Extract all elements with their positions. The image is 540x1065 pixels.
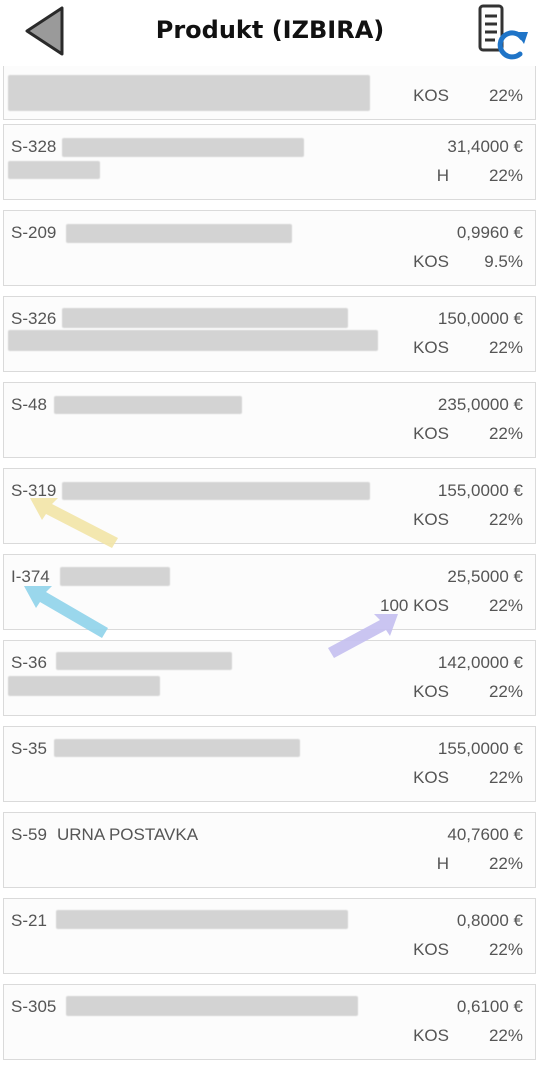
product-row[interactable]: S-59 URNA POSTAVKA 40,7600 € H 22% [3,812,536,888]
product-unit: KOS [413,424,449,443]
product-unit: KOS [413,338,449,357]
product-row[interactable]: S-36 142,0000 € KOS 22% [3,640,536,716]
product-row[interactable]: I-374 25,5000 € 100 KOS 22% [3,554,536,630]
product-vat: 22% [488,854,523,873]
back-triangle-icon[interactable] [22,4,68,58]
redacted-name [8,676,160,696]
product-price: 31,4000 € [447,137,523,156]
redacted-name [60,567,170,586]
product-vat: 22% [488,1026,523,1045]
redacted-name [56,652,232,670]
product-code: S-319 [11,481,57,500]
product-unit: KOS [413,1026,449,1045]
product-row[interactable]: S-319 155,0000 € KOS 22% [3,468,536,544]
product-row[interactable]: S-35 155,0000 € KOS 22% [3,726,536,802]
redacted-name [8,161,100,179]
product-code: S-209 [11,223,57,242]
product-price: 155,0000 € [437,739,523,758]
product-vat: 22% [488,166,523,185]
redacted-name [8,75,370,111]
product-code: S-326 [11,309,57,328]
product-unit: H [436,166,449,185]
product-row[interactable]: S-326 150,0000 € KOS 22% [3,296,536,372]
redacted-name [8,330,378,351]
product-code: S-305 [11,997,57,1016]
product-vat: 22% [488,86,523,105]
product-price: 25,5000 € [447,567,523,586]
product-row[interactable]: S-21 0,8000 € KOS 22% [3,898,536,974]
product-vat: 22% [488,510,523,529]
redacted-name [66,996,358,1016]
product-vat: 22% [488,338,523,357]
product-price: 142,0000 € [437,653,523,672]
redacted-name [66,224,292,243]
redacted-name [54,396,242,414]
product-unit: H [436,854,449,873]
document-refresh-icon[interactable] [474,2,530,64]
product-price: 0,8000 € [456,911,523,930]
redacted-name [62,308,348,328]
product-row[interactable]: S-209 0,9960 € KOS 9.5% [3,210,536,286]
app-header: Produkt (IZBIRA) [0,0,540,66]
product-price: 155,0000 € [437,481,523,500]
product-price: 0,9960 € [456,223,523,242]
page-title: Produkt (IZBIRA) [155,16,385,44]
product-row[interactable]: S-305 0,6100 € KOS 22% [3,984,536,1060]
product-price: 0,6100 € [456,997,523,1016]
product-code: S-328 [11,137,57,156]
product-vat: 22% [488,682,523,701]
product-unit: KOS [413,768,449,787]
product-vat: 22% [488,768,523,787]
product-vat: 9.5% [484,252,523,271]
product-vat: 22% [488,424,523,443]
product-code: I-374 [11,567,50,586]
product-row[interactable]: S-48 235,0000 € KOS 22% [3,382,536,458]
redacted-name [62,138,304,157]
product-unit: KOS [413,86,449,105]
product-code: S-59 [11,825,47,844]
product-code: S-48 [11,395,47,414]
product-unit: KOS [413,940,449,959]
product-code: S-36 [11,653,47,672]
redacted-name [54,739,300,757]
product-price: 40,7600 € [447,825,523,844]
product-unit: KOS [413,682,449,701]
product-code: S-21 [11,911,47,930]
product-code: S-35 [11,739,47,758]
redacted-name [62,482,370,500]
product-vat: 22% [488,596,523,615]
product-unit: 100 KOS [380,596,449,615]
product-row[interactable]: S-328 31,4000 € H 22% [3,124,536,200]
product-unit: KOS [413,252,449,271]
product-unit: KOS [413,510,449,529]
product-price: 235,0000 € [437,395,523,414]
product-price: 150,0000 € [437,309,523,328]
product-vat: 22% [488,940,523,959]
redacted-name [56,910,348,929]
product-name: URNA POSTAVKA [57,825,199,844]
